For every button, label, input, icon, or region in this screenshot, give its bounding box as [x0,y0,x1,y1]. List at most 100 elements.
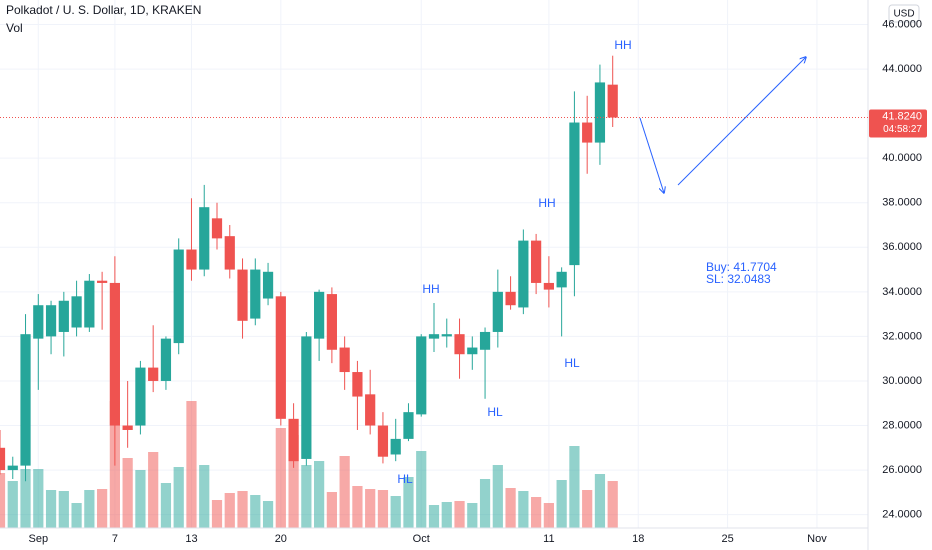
candle-body [467,347,478,355]
candle-body [441,334,452,337]
candle-body [84,280,95,328]
annotation: HL [397,472,413,486]
y-tick-label: 36.0000 [882,241,922,253]
last-price-box [869,109,927,138]
y-tick-label: 30.0000 [882,375,922,387]
y-tick-label: 26.0000 [882,464,922,476]
last-price-label: 41.8240 [882,110,922,122]
x-tick-label: 11 [543,533,554,545]
volume-bar [582,490,593,528]
candle-body [428,334,440,339]
candle-body [403,412,414,439]
arrow-down [639,117,664,193]
volume-bar [326,492,337,528]
candle-body [135,367,146,426]
chart-title: Polkadot / U. S. Dollar, 1D, KRAKEN [6,3,201,17]
arrow-up [677,57,806,186]
x-tick-label: 18 [632,533,644,545]
candle-body [186,249,197,270]
volume-bar [365,489,376,528]
volume-bar [479,479,491,528]
volume-bar [288,435,299,528]
candle-body [326,294,337,350]
y-tick-label: 32.0000 [882,330,922,342]
candle-body [262,271,274,299]
countdown: 04:58:27 [883,124,922,135]
currency-box[interactable] [888,4,920,23]
volume-bar [7,481,18,528]
volume-bar [71,503,82,528]
volume-bar [390,496,401,528]
volume-bar [148,452,159,528]
volume-bar [58,491,69,528]
volume-bar [594,474,606,528]
candle-body [479,331,491,350]
volume-bar [20,469,31,528]
candle-body [314,291,325,339]
volume-bar [135,470,146,528]
volume-bar [607,481,618,528]
volume-bar [0,473,6,528]
candle-body [199,207,210,270]
volume-bar [250,495,261,528]
x-tick-label: 25 [721,533,733,545]
volume-bar [531,497,542,528]
volume-bar [301,465,312,528]
annotation: HH [614,38,631,52]
candle-body [531,240,542,283]
candle-body [365,394,376,426]
candle-body [7,465,18,471]
volume-bar [467,503,478,528]
volume-bar [199,465,210,528]
volume-bar [569,446,580,528]
volume-bar [492,465,503,528]
volume-bar [441,502,452,528]
volume-bar [33,469,44,528]
volume-bar [518,491,529,528]
candle-body [377,425,389,457]
volume-bar [428,505,440,528]
x-tick-label: 7 [112,533,118,545]
candle-body [301,336,312,459]
candle-body [224,236,235,270]
candle-body [148,367,159,381]
y-tick-label: 46.0000 [882,18,922,30]
candle-body [122,425,133,430]
x-tick-label: Sep [29,533,49,545]
annotation: HH [538,196,555,210]
candle-body [518,240,529,308]
volume-bar [454,501,465,528]
candle-body [390,438,401,455]
x-tick-label: Oct [413,533,430,545]
volume-bar [160,483,172,528]
volume-bar [543,503,554,528]
annotation: SL: 32.0483 [706,272,771,286]
volume-bar [377,490,389,528]
x-tick-label: 13 [185,533,197,545]
volume-bar [97,489,108,528]
candle-body [416,336,427,415]
candle-body [20,334,31,466]
annotation: Buy: 41.7704 [706,260,777,274]
volume-bar [262,501,274,528]
candle-body [505,291,516,306]
candle-body [45,305,57,337]
candle-body [71,296,82,328]
volume-bar [403,477,414,528]
volume-bar [186,401,197,528]
annotation: HH [422,282,439,296]
candle-body [109,282,120,426]
y-tick-label: 44.0000 [882,63,922,75]
annotation: HL [487,405,503,419]
candle-body [211,218,223,239]
y-tick-label: 40.0000 [882,152,922,164]
candle-body [58,300,69,332]
y-tick-label: 34.0000 [882,286,922,298]
candle-body [556,271,567,288]
candle-body [275,296,286,419]
volume-bar [45,490,57,528]
volume-bar [275,428,286,528]
volume-bar [122,458,133,528]
volume-bar [339,456,350,528]
